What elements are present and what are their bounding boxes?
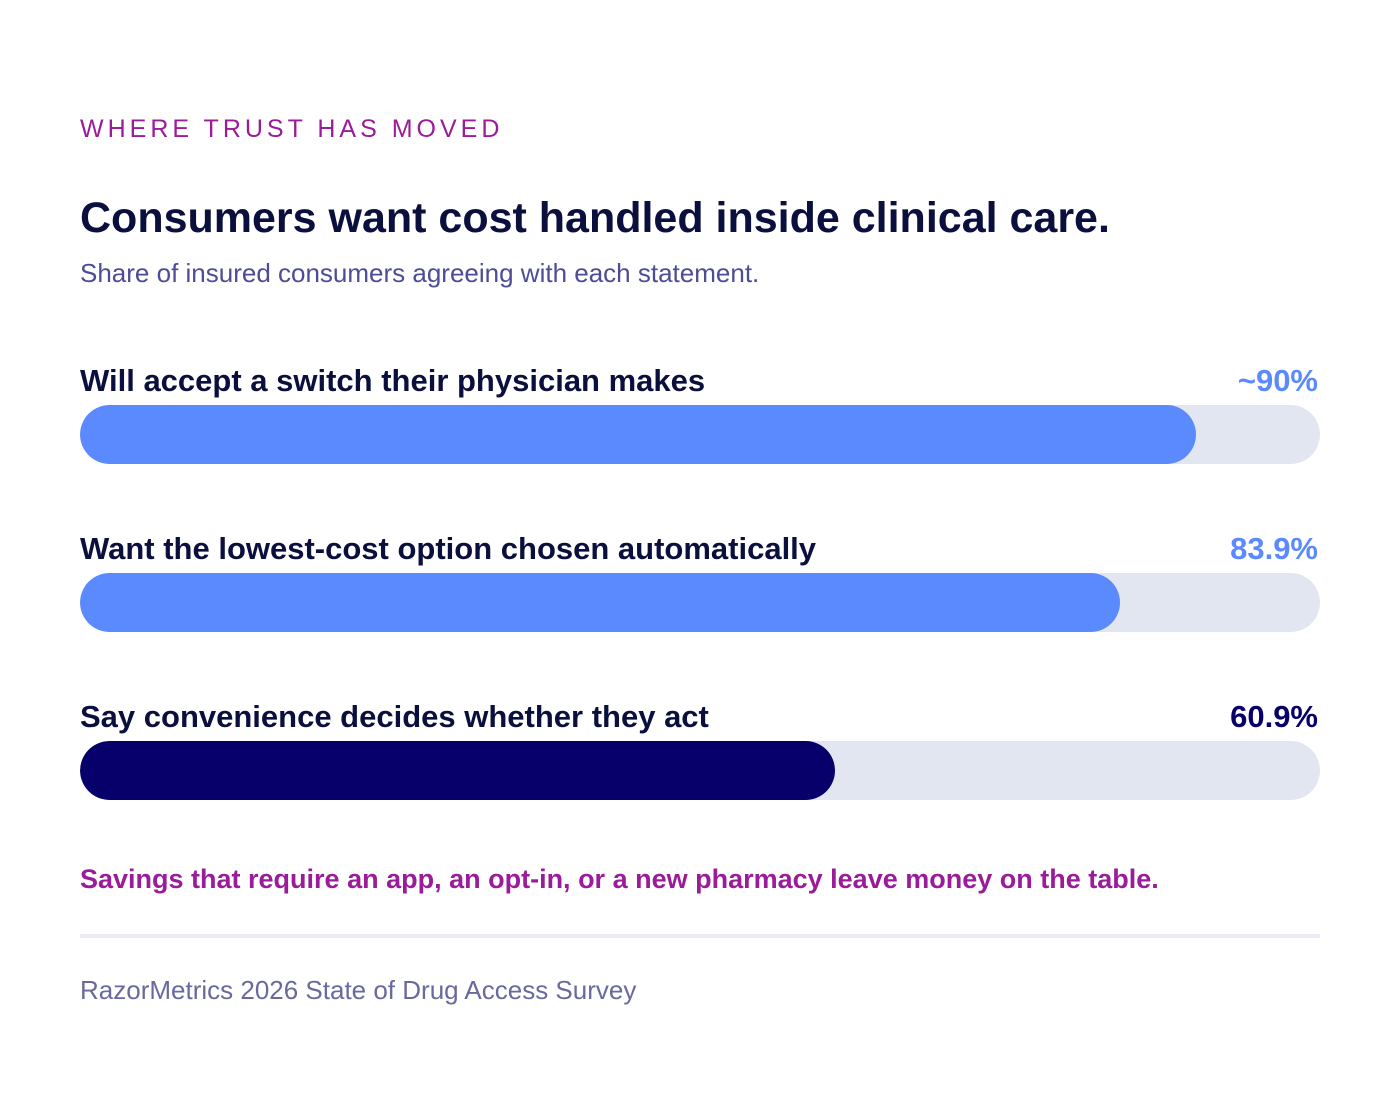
chart-subtitle: Share of insured consumers agreeing with… [80, 258, 760, 288]
bar-track [80, 741, 1320, 800]
bar-data-label: ~90% [1237, 363, 1318, 398]
bar-category-label: Want the lowest-cost option chosen autom… [80, 531, 817, 566]
chart-title: Consumers want cost handled inside clini… [80, 194, 1110, 242]
bar-data-label: 60.9% [1230, 699, 1318, 734]
source-credit: RazorMetrics 2026 State of Drug Access S… [80, 975, 637, 1005]
bar-fill [80, 741, 835, 800]
divider [80, 934, 1320, 938]
bar-data-label: 83.9% [1230, 531, 1318, 566]
bar-category-label: Will accept a switch their physician mak… [80, 363, 706, 398]
takeaway-note: Savings that require an app, an opt-in, … [80, 864, 1159, 894]
bar-fill [80, 573, 1120, 632]
bar-category-label: Say convenience decides whether they act [80, 699, 709, 734]
bar-row: Will accept a switch their physician mak… [80, 360, 1320, 464]
bar-track [80, 405, 1320, 464]
bar-row: Say convenience decides whether they act… [80, 696, 1320, 800]
bar-track [80, 573, 1320, 632]
bar-row: Want the lowest-cost option chosen autom… [80, 528, 1320, 632]
bar-fill [80, 405, 1196, 464]
eyebrow-label: WHERE TRUST HAS MOVED [80, 115, 504, 143]
